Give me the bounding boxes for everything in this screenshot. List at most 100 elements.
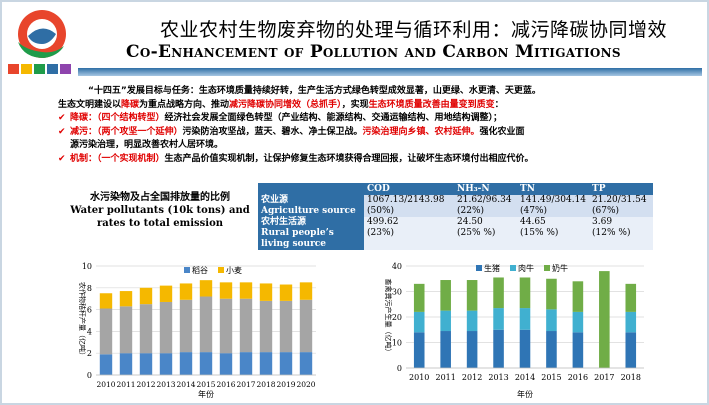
bar-segment <box>625 332 637 368</box>
bar-segment <box>466 280 478 311</box>
x-tick-label: 2017 <box>594 373 614 382</box>
bar-segment <box>179 283 193 300</box>
bar-segment <box>572 281 584 312</box>
bar-segment <box>625 311 637 333</box>
y-tick-label: 6 <box>87 306 92 315</box>
bar-segment <box>599 271 610 368</box>
legend-label: 肉牛 <box>518 263 534 273</box>
bar-segment <box>519 277 531 309</box>
bullet-carbon: ✔ 降碳：（四个结构转型）经济社会发展全面绿色转型（产业结构、能源结构、交通运输结… <box>58 112 698 126</box>
bar-segment <box>440 280 451 311</box>
bar-segment <box>239 298 253 353</box>
x-tick-label: 2018 <box>256 380 275 389</box>
bar-segment <box>572 332 584 368</box>
table-row: 农村生活源 Rural people’s living source 499.62… <box>258 217 654 250</box>
x-axis-label: 年份 <box>198 389 214 399</box>
y-tick-label: 30 <box>392 288 402 297</box>
bar-segment <box>99 308 113 355</box>
x-tick-label: 2011 <box>435 373 455 382</box>
x-tick-label: 2013 <box>488 373 508 382</box>
strategy-line: 生态文明建设以降碳为重点战略方向、推动减污降碳协同增效（总抓手），实现生态环境质… <box>58 99 504 110</box>
pollutant-table: COD NH₃-N TN TP 农业源 Agriculture source 10… <box>258 183 654 250</box>
y-tick-label: 0 <box>397 364 402 373</box>
title-divider <box>78 68 702 76</box>
bar-segment <box>493 329 504 368</box>
row-header: 农村生活源 Rural people’s living source <box>258 217 364 250</box>
manure-chart: 0 10 20 30 40 2010 2011 2012 2013 2014 2015 2016 201… <box>370 252 658 400</box>
bar-segment <box>546 309 557 332</box>
bar-segment <box>259 300 273 353</box>
y-tick-label: 10 <box>392 339 402 348</box>
bar-segment <box>239 352 253 375</box>
page-title-zh: 农业农村生物废弃物的处理与循环利用：减污降碳协同增效 <box>160 19 668 41</box>
y-tick-label: 10 <box>82 262 92 271</box>
table-caption: 水污染物及占全国排放量的比例 Water pollutants (10k ton… <box>70 192 250 229</box>
bar-segment <box>119 291 133 307</box>
bar-segment <box>159 301 173 354</box>
bar-segment <box>159 353 173 375</box>
legend-label: 小麦 <box>226 265 242 275</box>
table-header: TN <box>517 183 590 195</box>
check-icon: ✔ <box>58 113 66 123</box>
table-header: NH₃-N <box>454 183 517 195</box>
x-tick-label: 2017 <box>236 380 255 389</box>
x-tick-label: 2011 <box>116 380 135 389</box>
x-tick-label: 2019 <box>276 380 295 389</box>
x-tick-label: 2018 <box>621 373 641 382</box>
bar-segment <box>259 283 273 301</box>
bar-segment <box>519 329 531 368</box>
table-cell: 141.49/304.14 (47%) <box>517 195 590 217</box>
x-axis-label: 年份 <box>517 389 533 399</box>
bar-segment <box>279 352 293 375</box>
x-tick-label: 2016 <box>216 380 235 389</box>
bar-segment <box>219 282 233 299</box>
table-cell: 499.62 (23%) <box>364 217 454 250</box>
x-tick-label: 2012 <box>136 380 155 389</box>
bar-segment <box>299 352 313 375</box>
bar-segment <box>139 287 153 305</box>
bar-segment <box>440 331 451 368</box>
bar-segment <box>413 332 425 368</box>
legend-swatch <box>218 267 224 273</box>
y-tick-label: 4 <box>87 327 92 336</box>
x-tick-label: 2016 <box>568 373 588 382</box>
bar-segment <box>119 306 133 354</box>
table-cell: 21.62/96.34 (22%) <box>454 195 517 217</box>
bar-segment <box>493 308 504 330</box>
logo-e-icon <box>8 10 71 74</box>
table-header-row: COD NH₃-N TN TP <box>258 183 654 195</box>
table-cell: 44.65 (15% %) <box>517 217 590 250</box>
table-row: 农业源 Agriculture source 1067.13/2143.98 (50… <box>258 195 654 217</box>
legend-swatch <box>510 265 516 271</box>
bar-segment <box>413 283 425 312</box>
legend-swatch <box>184 267 190 273</box>
bullet-pollution: ✔ 减污：（两个攻坚一个延伸）污染防治攻坚战，蓝天、碧水、净土保卫战。污染治理向乡… <box>58 126 698 140</box>
bar-segment <box>199 296 213 353</box>
table-header <box>258 183 364 195</box>
bar-segment <box>466 310 478 332</box>
bar-segment <box>299 299 313 353</box>
bullet-mechanism: ✔ 机制：（一个实现机制）生态产品价值实现机制，让保护修复生态环境获得合理回报，让… <box>58 153 698 167</box>
y-tick-label: 40 <box>392 262 402 271</box>
legend-label: 奶牛 <box>552 263 568 273</box>
bar-segment <box>625 283 637 312</box>
bar-segment <box>259 352 273 375</box>
bar-segment <box>239 282 253 299</box>
y-tick-label: 2 <box>87 349 92 358</box>
bar-segment <box>99 354 113 375</box>
x-tick-label: 2013 <box>156 380 175 389</box>
bullet-pollution-cont: 源污染治理，明显改善农村人居环境。 <box>70 140 224 150</box>
bar-segment <box>546 278 557 310</box>
bar-segment <box>139 304 153 354</box>
bar-segment <box>572 311 584 333</box>
page-title-en: Co-Enhancement of Pollution and Carbon M… <box>126 42 621 62</box>
bar-segment <box>219 353 233 375</box>
bar-segment <box>279 284 293 301</box>
bar-segment <box>119 353 133 375</box>
row-header: 农业源 Agriculture source <box>258 195 364 217</box>
bar-segment <box>179 352 193 375</box>
bar-segment <box>299 282 313 300</box>
x-tick-label: 2015 <box>541 373 561 382</box>
bar-segment <box>219 298 233 354</box>
